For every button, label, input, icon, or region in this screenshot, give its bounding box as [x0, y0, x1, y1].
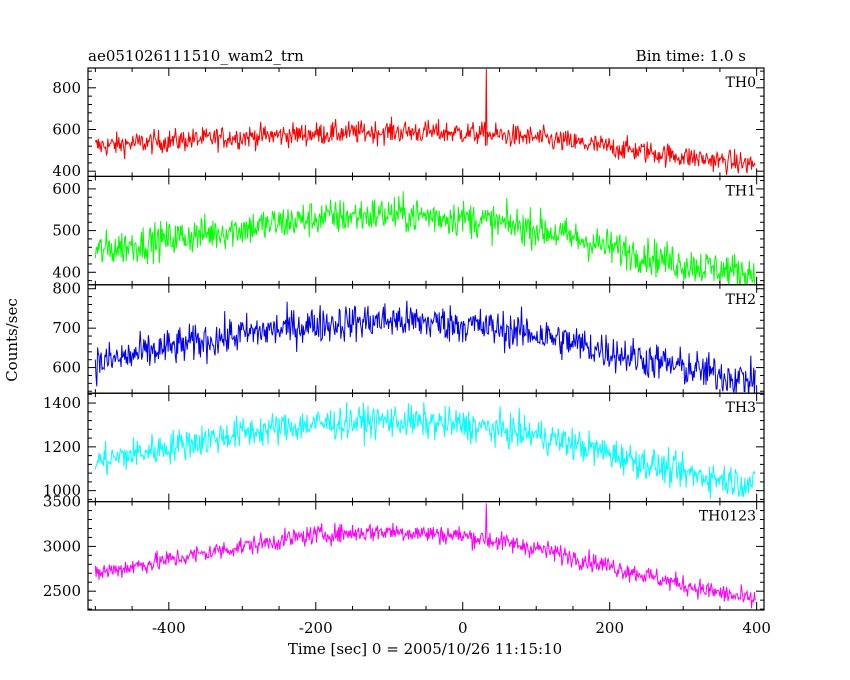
bin-time-label: Bin time: 1.0 s [636, 47, 746, 65]
x-tick-label: 0 [458, 619, 468, 637]
panel-th0: 400 600 800 TH0 [52, 67, 765, 180]
y-tick-label: 800 [52, 280, 81, 298]
series-line-th1 [94, 191, 756, 285]
x-tick-label: 400 [742, 619, 771, 637]
y-tick-label: 1200 [43, 438, 81, 456]
x-tick-label: 200 [595, 619, 624, 637]
panel-label: TH1 [726, 183, 756, 199]
y-tick-label: 3500 [43, 493, 81, 511]
panel-frame [87, 67, 765, 178]
y-tick-label: 1000 [43, 482, 81, 500]
panel-label: TH2 [726, 292, 756, 308]
chart-title: ae051026111510_wam2_trn [88, 47, 304, 65]
panel-frame [87, 284, 765, 394]
y-tick-label: 500 [52, 222, 81, 240]
x-tick-label: -200 [299, 619, 333, 637]
y-tick-label: 400 [52, 162, 81, 180]
panel-label: TH3 [726, 400, 756, 416]
panel-th0123: 2500 3000 3500 TH0123 [43, 493, 765, 611]
series-line-th0 [94, 68, 756, 176]
y-tick-label: 800 [52, 79, 81, 97]
y-tick-label: 2500 [43, 582, 81, 600]
y-tick-label: 700 [52, 319, 81, 337]
y-tick-label: 3000 [43, 537, 81, 555]
y-tick-label: 1400 [43, 394, 81, 412]
panel-label: TH0123 [699, 509, 756, 525]
series-line-th2 [94, 300, 756, 394]
y-axis-title: Counts/sec [3, 298, 21, 382]
series-line-th3 [94, 402, 756, 500]
panel-label: TH0 [726, 75, 756, 91]
series-line-th0123 [94, 503, 756, 609]
panel-th3: 1000 1200 1400 TH3 [43, 392, 765, 503]
x-axis: -400 -200 0 200 400 [152, 619, 771, 637]
y-tick-label: 600 [52, 359, 81, 377]
y-tick-label: 600 [52, 120, 81, 138]
y-tick-label: 600 [52, 180, 81, 198]
panel-th2: 600 700 800 TH2 [52, 280, 765, 394]
panel-th1: 400 500 600 TH1 [52, 175, 765, 286]
x-tick-label: -400 [152, 619, 186, 637]
x-axis-title: Time [sec] 0 = 2005/10/26 11:15:10 [288, 640, 562, 658]
y-tick-label: 400 [52, 263, 81, 281]
